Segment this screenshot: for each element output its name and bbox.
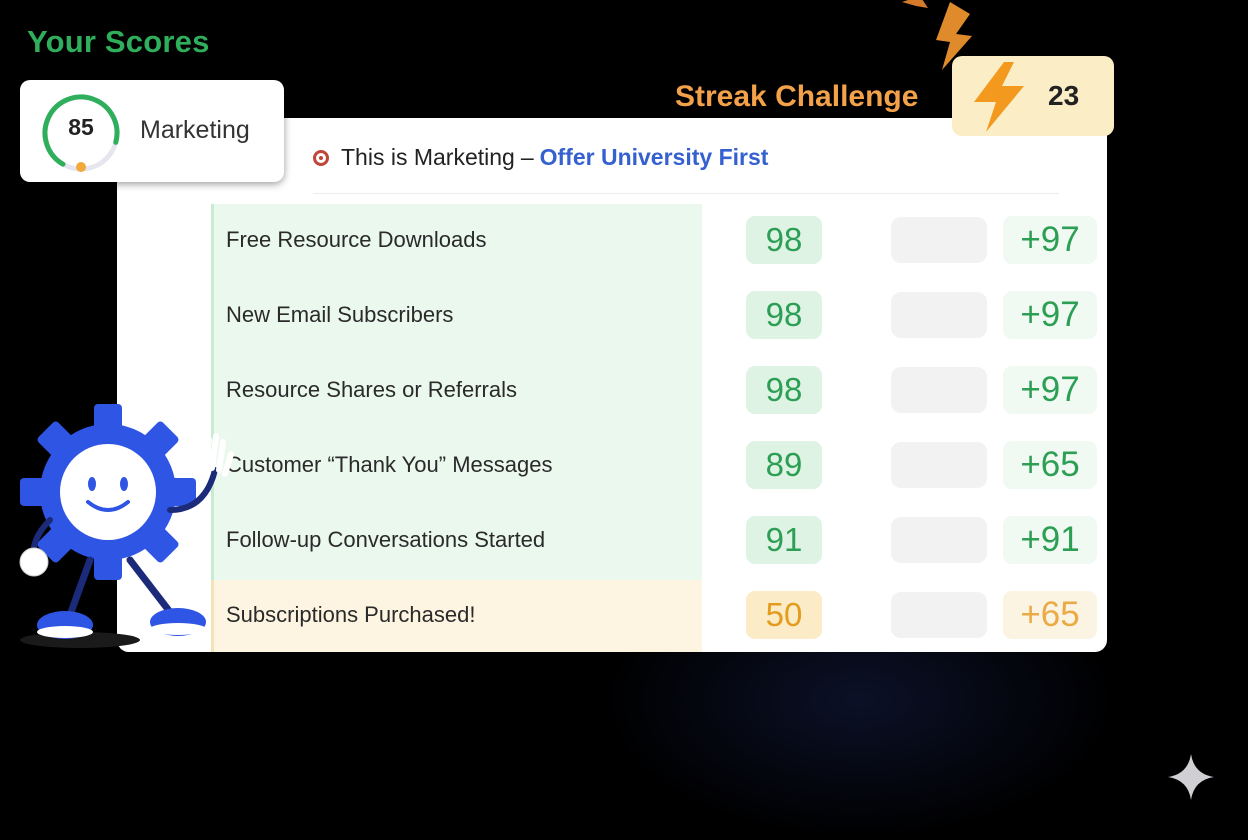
streak-card[interactable]: 23 (952, 56, 1114, 136)
metric-delta: +65 (1003, 441, 1097, 489)
target-icon (313, 149, 329, 166)
metric-delta: +97 (1003, 291, 1097, 339)
score-gauge-icon (42, 94, 120, 172)
score-value: 85 (68, 114, 94, 140)
metrics-panel: This is Marketing – Offer University Fir… (117, 118, 1107, 652)
metric-row[interactable]: Free Resource Downloads 98 +97 (117, 203, 1107, 278)
metric-row[interactable]: Follow-up Conversations Started 91 +91 (117, 503, 1107, 578)
gear-mascot-icon (19, 404, 234, 648)
lightning-bolt-icon (902, 0, 972, 70)
metric-score-badge: 91 (746, 516, 822, 564)
metric-score-badge: 98 (746, 366, 822, 414)
metric-row[interactable]: Customer “Thank You” Messages 89 +65 (117, 428, 1107, 503)
metric-score-badge: 98 (746, 291, 822, 339)
score-card[interactable]: 85 Marketing (20, 80, 284, 182)
score-category-label: Marketing (140, 116, 250, 144)
metric-label: Customer “Thank You” Messages (226, 452, 553, 477)
empty-pill (891, 292, 987, 338)
metric-row[interactable]: Subscriptions Purchased! 50 +65 (117, 578, 1107, 652)
metric-score-badge: 50 (746, 591, 822, 639)
metric-label: Subscriptions Purchased! (226, 602, 476, 627)
page-title: Your Scores (27, 24, 210, 59)
panel-header: This is Marketing – Offer University Fir… (313, 144, 768, 171)
metric-label: New Email Subscribers (226, 302, 454, 327)
empty-pill (891, 517, 987, 563)
offer-university-link[interactable]: Offer University First (539, 144, 769, 170)
empty-pill (891, 592, 987, 638)
empty-pill (891, 217, 987, 263)
streak-count: 23 (1048, 80, 1080, 111)
metric-delta: +65 (1003, 591, 1097, 639)
metric-label: Free Resource Downloads (226, 227, 487, 252)
header-separator: – (520, 144, 534, 170)
empty-pill (891, 442, 987, 488)
metric-column-highlight (211, 204, 702, 580)
metric-column-warning-highlight (211, 580, 702, 652)
metric-score-badge: 98 (746, 216, 822, 264)
metric-score-badge: 89 (746, 441, 822, 489)
streak-challenge-title: Streak Challenge (675, 80, 919, 113)
header-prefix: This is Marketing (341, 144, 515, 170)
metric-delta: +97 (1003, 216, 1097, 264)
metric-row[interactable]: New Email Subscribers 98 +97 (117, 278, 1107, 353)
header-divider (313, 193, 1059, 194)
metric-delta: +97 (1003, 366, 1097, 414)
sparkle-icon (1168, 754, 1214, 800)
empty-pill (891, 367, 987, 413)
metric-label: Follow-up Conversations Started (226, 527, 546, 552)
metric-delta: +91 (1003, 516, 1097, 564)
metric-row[interactable]: Resource Shares or Referrals 98 +97 (117, 353, 1107, 428)
lightning-bolt-icon (974, 62, 1024, 132)
metric-label: Resource Shares or Referrals (226, 377, 518, 402)
